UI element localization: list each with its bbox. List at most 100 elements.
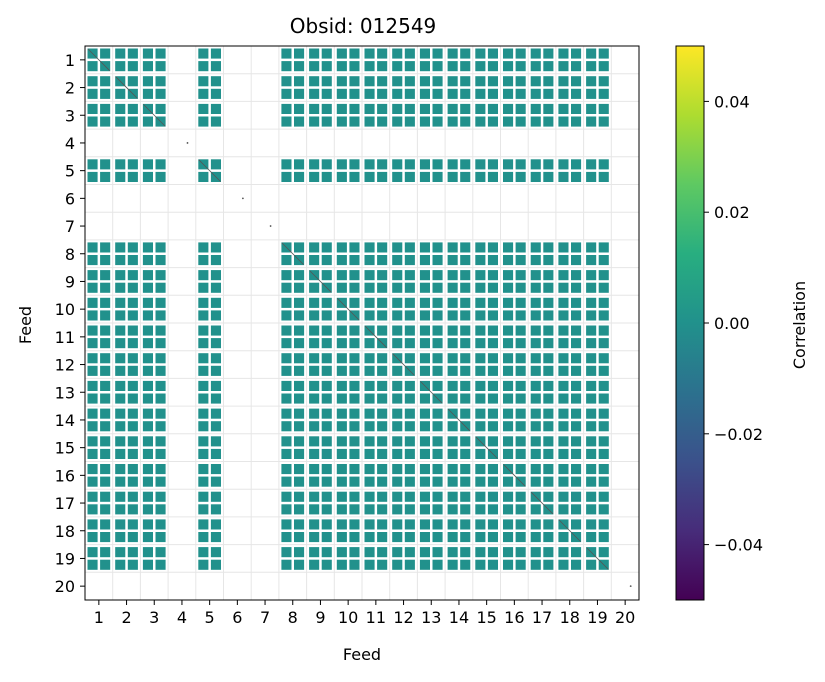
heatmap-cell [404,408,415,419]
y-tick-label: 1 [65,51,75,70]
heatmap-cell [515,519,526,530]
heatmap-cell [294,421,305,432]
diagonal-line [337,298,360,321]
heatmap-cell [515,116,526,127]
heatmap-cell [127,76,138,87]
heatmap-cell [530,353,541,364]
heatmap-cell [515,408,526,419]
heatmap-cell [115,255,126,266]
heatmap-cell [543,116,554,127]
heatmap-cell [598,310,609,321]
heatmap-cell [377,48,388,59]
heatmap-cell [100,282,111,293]
heatmap-cell [87,88,98,99]
heatmap-cell [404,242,415,253]
heatmap-cell [364,61,375,72]
heatmap-cell [432,519,443,530]
heatmap-cell [87,504,98,515]
heatmap-cell [586,255,597,266]
heatmap-cell [294,504,305,515]
x-tick-label: 5 [205,608,215,627]
diagonal-dot [186,142,189,144]
heatmap-cell [309,491,320,502]
heatmap-cell [198,76,209,87]
heatmap-cell [309,159,320,170]
heatmap-cell [349,476,360,487]
heatmap-cell [364,353,375,364]
heatmap-cell [309,76,320,87]
heatmap-cell [142,532,153,543]
heatmap-cell [115,297,126,308]
heatmap-cell [515,436,526,447]
heatmap-cell [309,393,320,404]
heatmap-cell [503,116,514,127]
x-tick-label: 15 [476,608,496,627]
heatmap-cell [115,103,126,114]
heatmap-cell [127,421,138,432]
heatmap-cell [487,116,498,127]
x-tick-label: 17 [532,608,552,627]
heatmap-cell [404,559,415,570]
heatmap-cell [515,547,526,558]
heatmap-cell [198,353,209,364]
heatmap-cell [100,547,111,558]
diagonal-dot [629,585,632,588]
heatmap-cell [487,61,498,72]
heatmap-cell [349,559,360,570]
heatmap-cell [87,76,98,87]
heatmap-cell [419,88,430,99]
heatmap-cell [321,242,332,253]
heatmap-cell [598,88,609,99]
heatmap-cell [558,88,569,99]
colorbar-label: Correlation [790,281,809,369]
heatmap-cell [349,448,360,459]
y-tick-label: 20 [55,577,75,596]
heatmap-cell [571,519,582,530]
heatmap-cell [487,88,498,99]
heatmap-cell [447,159,458,170]
heatmap-cell [447,325,458,336]
heatmap-cell [530,270,541,281]
heatmap-cell [598,255,609,266]
heatmap-cell [432,338,443,349]
heatmap-cell [487,297,498,308]
heatmap-cell [336,325,347,336]
y-tick-label: 9 [65,272,75,291]
heatmap-cell [475,76,486,87]
heatmap-cell [530,255,541,266]
heatmap-cell [419,282,430,293]
heatmap-cell [487,353,498,364]
heatmap-cell [115,282,126,293]
heatmap-cell [392,408,403,419]
diagonal-dot [269,225,272,227]
heatmap-cell [432,408,443,419]
heatmap-cell [392,171,403,182]
heatmap-cell [142,270,153,281]
heatmap-cell [336,408,347,419]
heatmap-cell [309,338,320,349]
x-axis-label: Feed [343,645,381,664]
heatmap-cell [142,282,153,293]
heatmap-cell [598,116,609,127]
heatmap-cell [142,380,153,391]
heatmap-cell [377,88,388,99]
heatmap-cell [100,48,111,59]
heatmap-cell [87,310,98,321]
heatmap-cell [377,380,388,391]
heatmap-cell [100,365,111,376]
heatmap-cell [198,476,209,487]
heatmap-cell [377,159,388,170]
heatmap-cell [281,116,292,127]
heatmap-cell [432,436,443,447]
heatmap-cell [281,421,292,432]
heatmap-cell [515,365,526,376]
heatmap-cell [127,491,138,502]
heatmap-cell [100,491,111,502]
heatmap-cell [210,464,221,475]
heatmap-cell [530,532,541,543]
heatmap-cell [558,103,569,114]
heatmap-cell [558,365,569,376]
heatmap-cell [515,297,526,308]
heatmap-cell [543,491,554,502]
heatmap-cell [321,448,332,459]
